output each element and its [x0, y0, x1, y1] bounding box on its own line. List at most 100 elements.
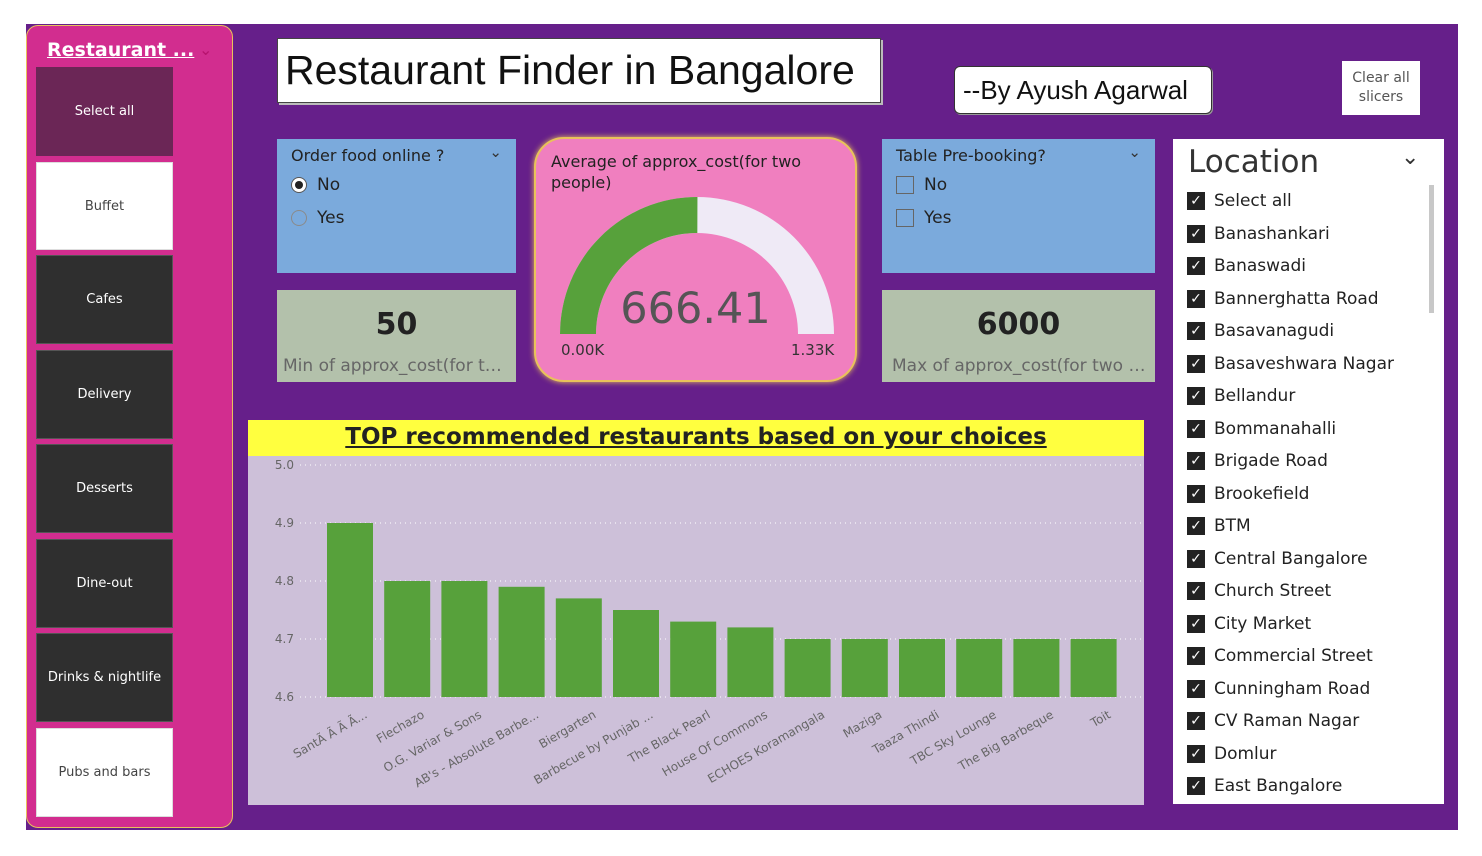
bar[interactable]	[670, 621, 717, 697]
table-booking-option-yes[interactable]: Yes	[896, 208, 951, 228]
clear-all-slicers-button[interactable]: Clear all slicers	[1342, 61, 1420, 115]
location-label: Banashankari	[1214, 223, 1330, 244]
author-label: --By Ayush Agarwal	[954, 66, 1212, 114]
bar[interactable]	[613, 610, 659, 697]
top-restaurants-chart: TOP recommended restaurants based on you…	[248, 420, 1144, 805]
tile-cafes[interactable]: Cafes	[36, 255, 173, 344]
location-item[interactable]: ✓ Select all	[1187, 191, 1292, 211]
x-tick-label: The Big Barbeque	[955, 707, 1056, 773]
location-item[interactable]: ✓ Brookefield	[1187, 484, 1309, 504]
bar[interactable]	[1013, 639, 1060, 697]
checkbox-checked-icon[interactable]: ✓	[1187, 614, 1205, 633]
gauge-value: 666.41	[620, 284, 771, 334]
chart-title: TOP recommended restaurants based on you…	[248, 420, 1144, 456]
bar[interactable]	[384, 581, 431, 697]
max-cost-card: 6000 Max of approx_cost(for two people)	[882, 290, 1155, 382]
order-online-option-yes[interactable]: Yes	[291, 208, 344, 228]
bar[interactable]	[956, 639, 1003, 697]
location-item[interactable]: ✓ Basaveshwara Nagar	[1187, 354, 1394, 374]
checkbox-checked-icon[interactable]: ✓	[1187, 517, 1205, 535]
tile-drinks-nightlife[interactable]: Drinks & nightlife	[36, 633, 173, 722]
y-tick-label: 5.0	[275, 458, 294, 472]
x-tick-label: O.G. Variar & Sons	[381, 707, 484, 774]
chevron-down-icon[interactable]: ⌄	[199, 40, 213, 59]
location-label: Banaswadi	[1214, 256, 1306, 276]
checkbox-checked-icon[interactable]: ✓	[1187, 744, 1205, 763]
checkbox-checked-icon[interactable]: ✓	[1187, 387, 1205, 405]
location-label: Central Bangalore	[1214, 548, 1368, 569]
checkbox-checked-icon[interactable]: ✓	[1187, 484, 1205, 503]
checkbox-checked-icon[interactable]: ✓	[1187, 452, 1205, 470]
tile-delivery[interactable]: Delivery	[36, 350, 173, 439]
tile-dine-out[interactable]: Dine-out	[36, 539, 173, 628]
checkbox-checked-icon[interactable]: ✓	[1187, 257, 1205, 275]
checkbox-checked-icon[interactable]: ✓	[1187, 224, 1205, 243]
checkbox-icon[interactable]	[896, 209, 914, 227]
avg-cost-gauge: Average of approx_cost(for two people) 6…	[534, 137, 857, 382]
bar[interactable]	[784, 639, 831, 697]
location-item[interactable]: ✓ City Market	[1187, 614, 1311, 634]
location-item[interactable]: ✓ Bommanahalli	[1187, 419, 1336, 439]
option-label: No	[317, 175, 341, 195]
checkbox-checked-icon[interactable]: ✓	[1187, 354, 1205, 373]
location-item[interactable]: ✓ Bellandur	[1187, 386, 1295, 406]
location-item[interactable]: ✓ Brigade Road	[1187, 451, 1328, 471]
checkbox-icon[interactable]	[896, 176, 914, 194]
checkbox-checked-icon[interactable]: ✓	[1187, 192, 1205, 210]
order-online-title: Order food online ?	[291, 146, 445, 165]
location-item[interactable]: ✓ CV Raman Nagar	[1187, 711, 1359, 731]
bar[interactable]	[1070, 639, 1117, 697]
order-online-option-no[interactable]: No	[291, 175, 340, 195]
radio-selected-icon[interactable]	[291, 177, 307, 193]
location-item[interactable]: ✓ Banashankari	[1187, 224, 1330, 244]
checkbox-checked-icon[interactable]: ✓	[1187, 679, 1205, 698]
tile-pubs-and-bars[interactable]: Pubs and bars	[36, 728, 173, 817]
location-label: Domlur	[1214, 743, 1277, 764]
location-item[interactable]: ✓ Church Street	[1187, 581, 1331, 601]
bar[interactable]	[327, 523, 373, 697]
y-tick-label: 4.8	[275, 574, 294, 588]
location-item[interactable]: ✓ Banaswadi	[1187, 256, 1306, 276]
location-item[interactable]: ✓ Bannerghatta Road	[1187, 289, 1379, 309]
bar[interactable]	[727, 627, 774, 697]
tile-select-all[interactable]: Select all	[36, 67, 173, 156]
location-item[interactable]: ✓ Basavanagudi	[1187, 321, 1334, 341]
checkbox-checked-icon[interactable]: ✓	[1187, 777, 1205, 795]
max-cost-value: 6000	[976, 307, 1061, 342]
location-item[interactable]: ✓ Cunningham Road	[1187, 679, 1370, 699]
location-item[interactable]: ✓ East Bangalore	[1187, 776, 1342, 796]
chevron-down-icon[interactable]: ⌄	[489, 143, 502, 161]
option-label: No	[924, 175, 948, 195]
location-item[interactable]: ✓ Commercial Street	[1187, 646, 1373, 666]
location-label: BTM	[1214, 516, 1251, 536]
checkbox-checked-icon[interactable]: ✓	[1187, 419, 1205, 438]
checkbox-checked-icon[interactable]: ✓	[1187, 289, 1205, 308]
bar[interactable]	[441, 581, 488, 697]
tile-buffet[interactable]: Buffet	[36, 162, 173, 250]
y-tick-label: 4.9	[275, 516, 294, 530]
table-booking-option-no[interactable]: No	[896, 175, 947, 195]
checkbox-checked-icon[interactable]: ✓	[1187, 549, 1205, 568]
location-item[interactable]: ✓ BTM	[1187, 516, 1251, 536]
location-label: City Market	[1214, 613, 1312, 634]
tile-desserts[interactable]: Desserts	[36, 444, 173, 533]
radio-icon[interactable]	[291, 210, 307, 226]
x-tick-label: Toit	[1087, 707, 1113, 730]
checkbox-checked-icon[interactable]: ✓	[1187, 647, 1205, 665]
checkbox-checked-icon[interactable]: ✓	[1187, 582, 1205, 600]
option-label: Yes	[924, 208, 952, 228]
chevron-down-icon[interactable]: ⌄	[1401, 145, 1420, 170]
y-tick-label: 4.6	[275, 690, 294, 704]
bar[interactable]	[899, 639, 945, 697]
checkbox-checked-icon[interactable]: ✓	[1187, 322, 1205, 340]
bar[interactable]	[498, 586, 545, 697]
bar[interactable]	[841, 639, 888, 697]
location-scrollbar[interactable]	[1429, 185, 1434, 313]
bar[interactable]	[555, 598, 602, 697]
chevron-down-icon[interactable]: ⌄	[1128, 143, 1141, 161]
location-item[interactable]: ✓ Domlur	[1187, 744, 1277, 764]
location-item[interactable]: ✓ Central Bangalore	[1187, 549, 1368, 569]
restaurant-type-slicer-title[interactable]: Restaurant ...	[47, 39, 195, 61]
checkbox-checked-icon[interactable]: ✓	[1187, 712, 1205, 730]
